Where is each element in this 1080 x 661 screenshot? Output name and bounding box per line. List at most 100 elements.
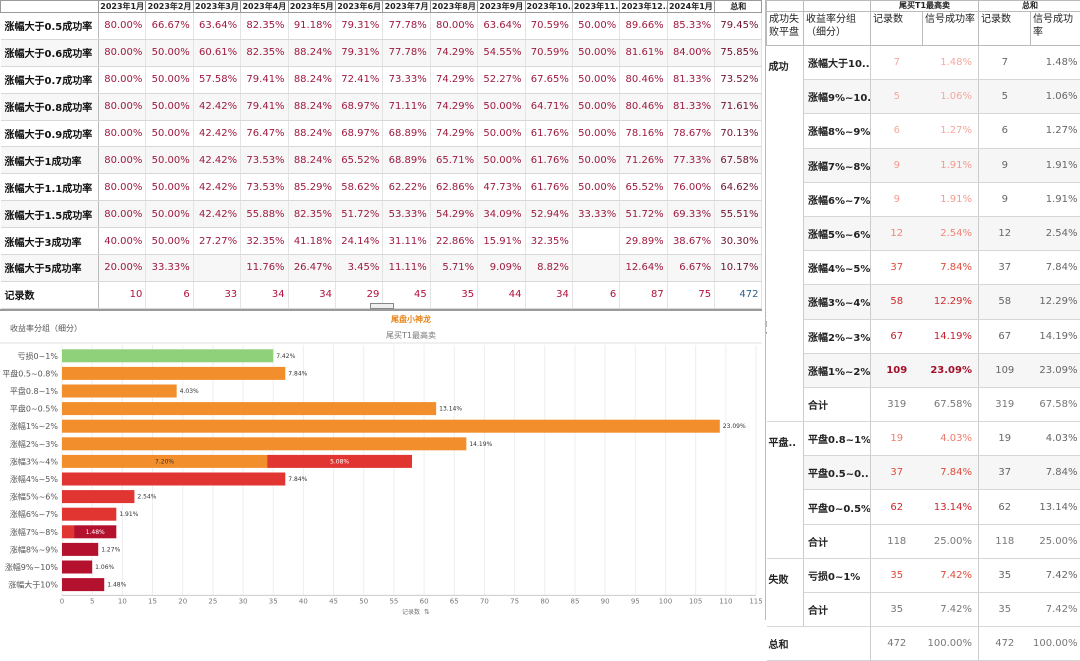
x-tick-label: 105	[689, 597, 702, 605]
month-column-header[interactable]: 2023年3月	[193, 1, 240, 13]
grand-total-count-2: 472	[979, 627, 1031, 661]
bar-segment[interactable]	[62, 561, 92, 574]
subgroup-label: 涨幅8%~9%	[804, 114, 871, 148]
table-cell: 50.00%	[146, 147, 193, 174]
table-cell: 31.11%	[383, 228, 430, 255]
month-column-header[interactable]: 2023年9月	[478, 1, 525, 13]
category-label: 涨幅5%~6%	[10, 492, 58, 502]
bar-segment[interactable]	[62, 402, 436, 415]
table-cell: 68.97%	[335, 120, 382, 147]
month-column-header[interactable]: 2023年2月	[146, 1, 193, 13]
sort-icon[interactable]: ⇅	[424, 608, 430, 616]
month-column-header[interactable]: 2023年12..	[620, 1, 667, 13]
category-label: 亏损0~1%	[18, 351, 59, 361]
x-tick-label: 30	[239, 597, 248, 605]
table-cell: 73.52%	[715, 66, 762, 93]
table-cell: 9.09%	[478, 255, 525, 282]
month-column-header[interactable]: 2023年5月	[288, 1, 335, 13]
bar-segment[interactable]	[62, 385, 177, 398]
subgroup-label: 合计	[804, 593, 871, 627]
table-cell: 73.53%	[241, 147, 288, 174]
bar-segment[interactable]	[62, 420, 720, 433]
table-cell: 30.30%	[715, 228, 762, 255]
table-cell: 80.46%	[620, 66, 667, 93]
month-column-header[interactable]: 2023年10..	[525, 1, 572, 13]
summary-column-header[interactable]: 记录数	[871, 12, 923, 46]
month-column-header[interactable]: 2024年1月	[667, 1, 714, 13]
summary-column-header[interactable]: 记录数	[979, 12, 1031, 46]
month-column-header[interactable]: 2023年11..	[572, 1, 619, 13]
row-label: 涨幅大于0.5成功率	[1, 13, 99, 40]
bar-segment[interactable]	[62, 437, 466, 450]
total-count-cell: 35	[979, 558, 1031, 592]
table-cell: 34	[241, 281, 288, 308]
table-cell: 50.00%	[572, 120, 619, 147]
count-cell: 35	[871, 558, 923, 592]
bar-segment[interactable]	[62, 525, 74, 538]
count-cell: 12	[871, 216, 923, 250]
count-cell: 5	[871, 80, 923, 114]
bar-segment[interactable]	[62, 473, 285, 486]
table-cell: 80.00%	[99, 174, 146, 201]
table-cell: 73.33%	[383, 66, 430, 93]
table-cell: 80.00%	[99, 39, 146, 66]
x-tick-label: 75	[510, 597, 519, 605]
summary-column-header[interactable]: 成功失败平盘	[767, 12, 804, 46]
bar-segment[interactable]	[62, 508, 116, 521]
x-tick-label: 5	[90, 597, 94, 605]
month-column-header[interactable]: 2023年6月	[335, 1, 382, 13]
table-cell: 78.16%	[620, 120, 667, 147]
table-cell: 8.82%	[525, 255, 572, 282]
table-cell: 15.91%	[478, 228, 525, 255]
month-column-header[interactable]: 2023年4月	[241, 1, 288, 13]
table-cell: 79.31%	[335, 13, 382, 40]
month-column-header[interactable]: 总和	[715, 1, 762, 13]
row-label: 涨幅大于0.8成功率	[1, 93, 99, 120]
rate-cell: 1.06%	[923, 80, 979, 114]
category-label: 涨幅6%~7%	[10, 509, 58, 519]
rate-cell: 12.29%	[923, 285, 979, 319]
bar-segment[interactable]	[62, 490, 134, 503]
summary-column-header[interactable]: 信号成功率	[1031, 12, 1080, 46]
table-cell: 79.31%	[335, 39, 382, 66]
table-cell: 22.86%	[430, 228, 477, 255]
count-cell: 58	[871, 285, 923, 319]
table-cell: 65.52%	[620, 174, 667, 201]
bar-segment[interactable]	[62, 349, 273, 362]
summary-column-header[interactable]: 收益率分组（细分）	[804, 12, 871, 46]
resize-handle[interactable]	[370, 303, 394, 309]
table-cell: 51.72%	[620, 201, 667, 228]
table-cell: 50.00%	[478, 120, 525, 147]
row-label: 涨幅大于5成功率	[1, 255, 99, 282]
row-label: 涨幅大于1成功率	[1, 147, 99, 174]
x-tick-label: 85	[570, 597, 579, 605]
table-cell: 42.42%	[193, 147, 240, 174]
summary-column-header[interactable]: 信号成功率	[923, 12, 979, 46]
table-cell: 42.42%	[193, 120, 240, 147]
table-cell: 80.00%	[430, 13, 477, 40]
table-cell: 80.00%	[99, 13, 146, 40]
bar-chart[interactable]: 收益率分组（细分） 尾盘小神龙 尾买T1最高卖 7.42%7.84%4.03%1…	[0, 311, 762, 622]
bar-segment[interactable]	[62, 578, 104, 591]
grand-total-rate: 100.00%	[923, 627, 979, 661]
table-cell: 81.61%	[620, 39, 667, 66]
month-column-header[interactable]: 2023年8月	[430, 1, 477, 13]
table-cell: 68.97%	[335, 93, 382, 120]
rate-cell: 23.09%	[923, 353, 979, 387]
month-column-header[interactable]: 2023年1月	[99, 1, 146, 13]
month-column-header[interactable]: 2023年7月	[383, 1, 430, 13]
rate-cell: 67.58%	[923, 387, 979, 421]
table-cell: 74.29%	[430, 120, 477, 147]
bar-segment[interactable]	[62, 543, 98, 556]
table-cell: 82.35%	[288, 201, 335, 228]
table-cell: 61.76%	[525, 147, 572, 174]
total-count-cell: 9	[979, 148, 1031, 182]
bar-segment[interactable]	[62, 367, 285, 380]
x-tick-label: 100	[659, 597, 672, 605]
x-tick-label: 115	[749, 597, 762, 605]
